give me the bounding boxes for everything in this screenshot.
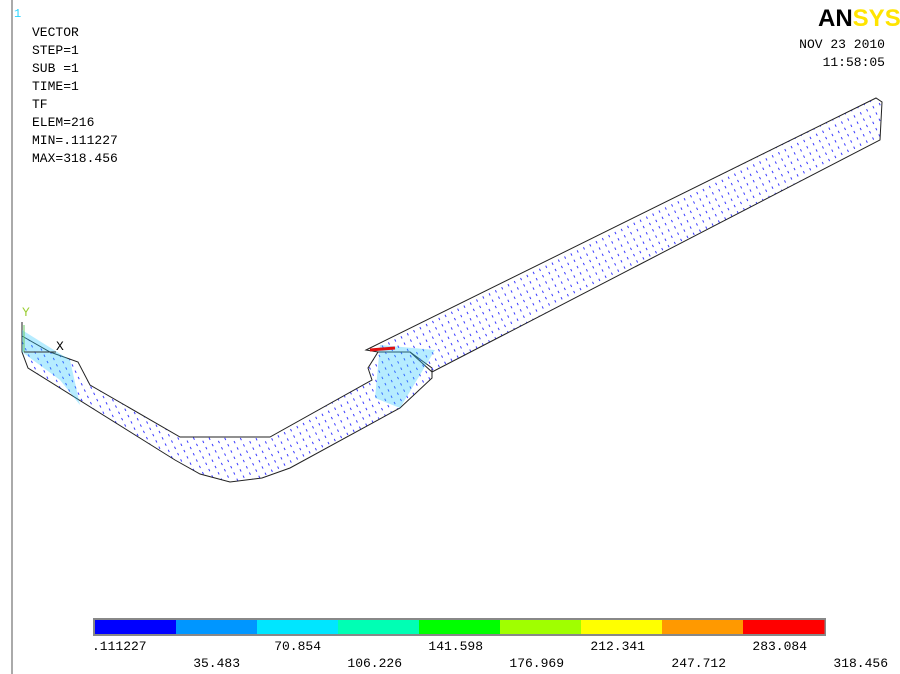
legend-swatch — [581, 620, 663, 634]
legend-swatch — [500, 620, 582, 634]
legend-label: 212.341 — [590, 639, 645, 654]
vector-cluster — [375, 345, 435, 408]
triad-x-label: X — [56, 339, 64, 354]
window-number: 1 — [14, 7, 21, 21]
info-line: STEP=1 — [32, 43, 79, 58]
logo-right: SYS — [853, 5, 900, 32]
vector-cluster — [22, 330, 80, 405]
legend-swatch — [419, 620, 501, 634]
legend-label: 35.483 — [193, 656, 240, 671]
legend-label: 70.854 — [274, 639, 321, 654]
info-line: TF — [32, 97, 48, 112]
legend: .111227 35.483 70.854 106.226 141.598 176.969… — [92, 618, 888, 671]
legend-label: 318.456 — [833, 656, 888, 671]
time: 11:58:05 — [823, 55, 885, 70]
legend-swatch — [743, 620, 825, 634]
legend-label: .111227 — [92, 639, 147, 654]
legend-label: 247.712 — [671, 656, 726, 671]
triad-y-label: Y — [22, 305, 30, 320]
legend-label: 176.969 — [509, 656, 564, 671]
info-block: VECTOR STEP=1 SUB =1 TIME=1 TF ELEM=216 MIN=.1… — [32, 25, 118, 166]
legend-swatch — [338, 620, 420, 634]
info-line: VECTOR — [32, 25, 79, 40]
logo-left: AN — [818, 5, 853, 32]
legend-label: 283.084 — [752, 639, 807, 654]
pipe-straight — [364, 97, 883, 373]
legend-swatch — [257, 620, 339, 634]
legend-label: 106.226 — [347, 656, 402, 671]
legend-swatch — [662, 620, 744, 634]
legend-swatch — [176, 620, 258, 634]
info-line: MAX=318.456 — [32, 151, 118, 166]
logo: ANSYS — [818, 5, 900, 32]
info-line: SUB =1 — [32, 61, 79, 76]
info-line: ELEM=216 — [32, 115, 94, 130]
info-line: TIME=1 — [32, 79, 79, 94]
legend-label: 141.598 — [428, 639, 483, 654]
info-line: MIN=.111227 — [32, 133, 118, 148]
vector-peak — [369, 346, 396, 352]
date: NOV 23 2010 — [799, 37, 885, 52]
legend-swatch — [95, 620, 177, 634]
